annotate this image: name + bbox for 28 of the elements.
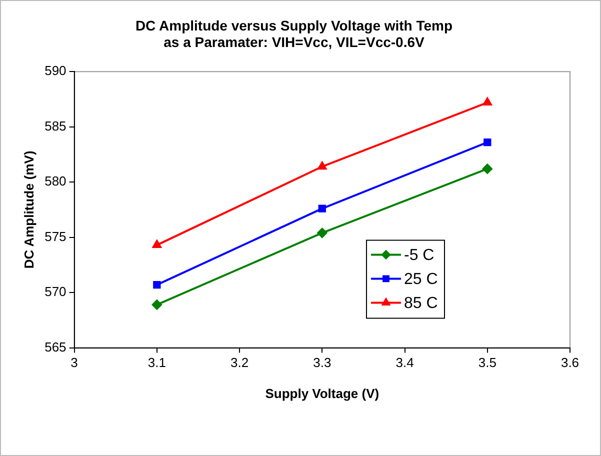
x-tick-label: 3	[70, 355, 78, 370]
y-tick-label: 580	[44, 174, 66, 189]
legend-label: 25 C	[404, 271, 438, 288]
x-tick-label: 3.4	[396, 355, 414, 370]
x-axis-title: Supply Voltage (V)	[265, 386, 380, 401]
y-tick-label: 590	[44, 63, 66, 78]
x-tick-label: 3.6	[560, 355, 580, 370]
legend-label: 85 C	[404, 295, 438, 312]
point	[318, 162, 327, 170]
point	[317, 228, 328, 238]
legend-label: -5 C	[404, 247, 434, 264]
y-tick-label: 565	[44, 339, 66, 354]
y-axis-title: DC Amplitude (mV)	[21, 150, 36, 269]
x-tick-label: 3.1	[148, 355, 166, 370]
point	[484, 138, 492, 146]
y-tick-label: 575	[44, 228, 66, 244]
point	[482, 164, 492, 174]
point	[152, 240, 162, 248]
y-tick-label: 585	[44, 118, 66, 134]
point	[318, 204, 326, 212]
x-tick-label: 3.2	[230, 355, 249, 370]
point	[153, 281, 161, 289]
point	[482, 98, 492, 106]
x-tick-label: 3.3	[313, 355, 332, 370]
chart-title: DC Amplitude versus Supply Voltage with Temp as a Paramater: VIH=Vcc, VIL=Vcc-0.6V	[135, 17, 453, 50]
x-tick-label: 3.5	[478, 355, 496, 370]
y-tick-label: 570	[44, 284, 66, 300]
point	[152, 300, 162, 310]
